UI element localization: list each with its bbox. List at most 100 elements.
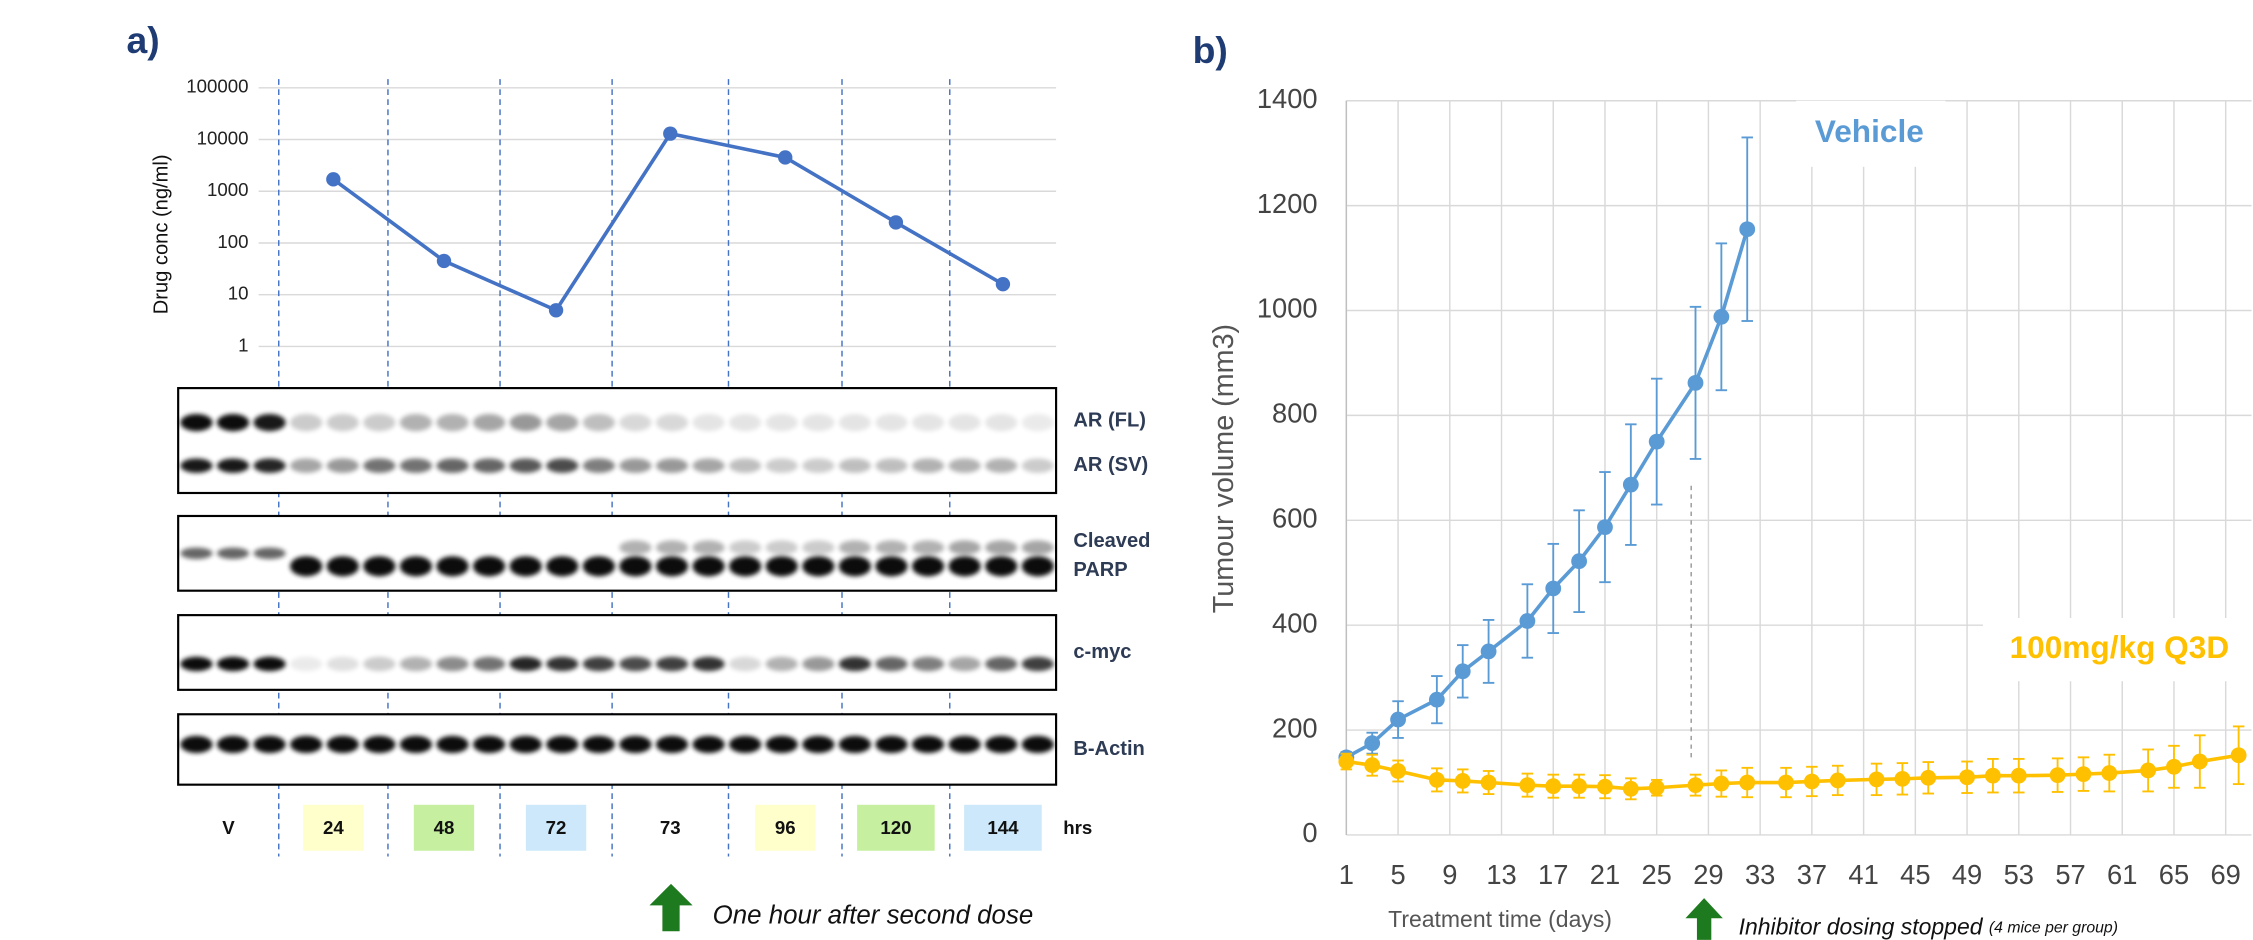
blot-band [948,735,981,754]
point [1364,735,1381,752]
blot-band [509,735,542,754]
blot-band [911,540,945,555]
x-tick-label: 17 [1538,859,1568,890]
series-label: Vehicle [1815,113,1924,149]
label-background [1796,100,1946,167]
blot-band [838,458,871,473]
lane-label: 73 [660,817,681,838]
blot-band [436,735,469,754]
point [663,126,678,141]
blot-label: Cleaved [1073,530,1150,552]
x-tick-label: 29 [1693,859,1723,890]
x-tick-label: 33 [1745,859,1775,890]
point [1428,771,1445,788]
blot-band [802,556,835,577]
x-tick-label: 57 [2055,859,2085,890]
blot-band [838,540,871,555]
blot-band [765,540,798,555]
blot-band [436,656,469,672]
blot-band [619,540,652,555]
point [1868,771,1885,788]
blot-band [473,413,506,432]
y-tick-label: 10 [228,283,249,304]
blot-band [875,458,908,473]
blot-band [216,458,250,473]
blot-band [692,540,725,555]
blot-band [765,413,798,432]
blot-label: c-myc [1073,641,1131,663]
x-unit-label: hrs [1063,817,1092,838]
blot-band [765,458,798,473]
blot-band [692,735,725,754]
point [1803,773,1820,790]
blot-band [619,735,652,754]
point [1390,711,1406,728]
lane-label: 96 [775,817,796,838]
point [1959,769,1975,786]
blot-band [582,413,615,432]
blot-band [985,540,1018,555]
annotation-text: Inhibitor dosing stopped [1739,913,1984,939]
y-axis-label: Tumour volume (mm3) [1208,324,1240,613]
blot-band [838,656,871,672]
blot-band [802,458,835,473]
blot-band [546,556,579,577]
x-tick-label: 9 [1442,859,1457,890]
panel-label: a) [126,19,159,61]
y-tick-label: 1200 [1257,188,1318,219]
blot-band [948,656,981,672]
y-tick-label: 800 [1272,398,1318,429]
blot-band [838,556,871,577]
point [1713,308,1730,325]
x-tick-label: 13 [1486,859,1516,890]
lane-box [964,804,1042,851]
blot-band [473,458,506,473]
point [1428,691,1445,708]
blot-band [802,656,835,672]
point [1622,476,1639,493]
lane-label: V [222,817,235,838]
blot-band [399,556,433,577]
y-tick-label: 100000 [186,76,248,97]
point [1545,778,1562,795]
blot [177,614,1058,691]
blot-band [326,556,359,577]
point [1597,519,1613,536]
blot-band [582,556,615,577]
point [436,253,452,269]
series-label: 100mg/kg Q3D [2010,629,2230,665]
point [1739,221,1756,238]
lane-box [413,804,475,851]
blot-band [363,556,396,577]
blot-band [875,413,908,432]
blot-band [509,458,542,473]
blot-band [875,556,908,577]
point [1778,774,1794,791]
point [2049,767,2066,784]
blot-label: PARP [1073,559,1127,581]
point [1480,774,1497,791]
point [1739,774,1756,791]
x-tick-label: 37 [1797,859,1827,890]
blot-band [985,656,1018,672]
blot-band [948,413,981,432]
blot-band [692,656,725,672]
x-axis-label: Treatment time (days) [1388,906,1612,932]
y-tick-label: 600 [1272,503,1318,534]
point [2010,767,2027,784]
blot-band [729,735,762,754]
blot-band [326,458,359,473]
annotation: One hour after second dose [713,902,1034,930]
blot-band [911,656,945,672]
blot-band [911,735,945,754]
blot-band [1021,556,1054,577]
blot [177,387,1058,495]
point [1894,770,1911,787]
point [326,172,341,187]
blot-band [1021,458,1054,473]
arrow [649,883,693,932]
blot-band [1021,735,1054,754]
blot-band [290,735,323,754]
blot-band [985,735,1018,754]
blot-band [802,735,835,754]
